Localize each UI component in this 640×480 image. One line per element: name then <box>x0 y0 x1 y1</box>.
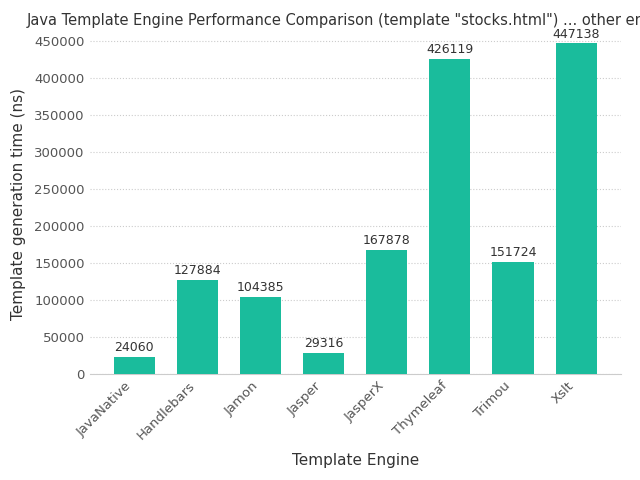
Text: 127884: 127884 <box>173 264 221 277</box>
Bar <box>493 262 534 374</box>
Text: 24060: 24060 <box>115 341 154 354</box>
Bar <box>303 353 344 374</box>
Bar <box>114 357 155 374</box>
Bar <box>240 297 281 374</box>
Text: 426119: 426119 <box>426 43 474 56</box>
Bar <box>366 250 407 374</box>
Text: 151724: 151724 <box>489 246 537 259</box>
Bar <box>429 59 470 374</box>
Text: 167878: 167878 <box>363 234 411 247</box>
X-axis label: Template Engine: Template Engine <box>292 453 419 468</box>
Bar <box>177 280 218 374</box>
Text: 447138: 447138 <box>552 27 600 40</box>
Title: Java Template Engine Performance Comparison (template "stocks.html") ... other e: Java Template Engine Performance Compari… <box>26 13 640 28</box>
Text: 104385: 104385 <box>237 281 284 294</box>
Bar <box>556 43 596 374</box>
Text: 29316: 29316 <box>304 337 343 350</box>
Y-axis label: Template generation time (ns): Template generation time (ns) <box>11 88 26 320</box>
